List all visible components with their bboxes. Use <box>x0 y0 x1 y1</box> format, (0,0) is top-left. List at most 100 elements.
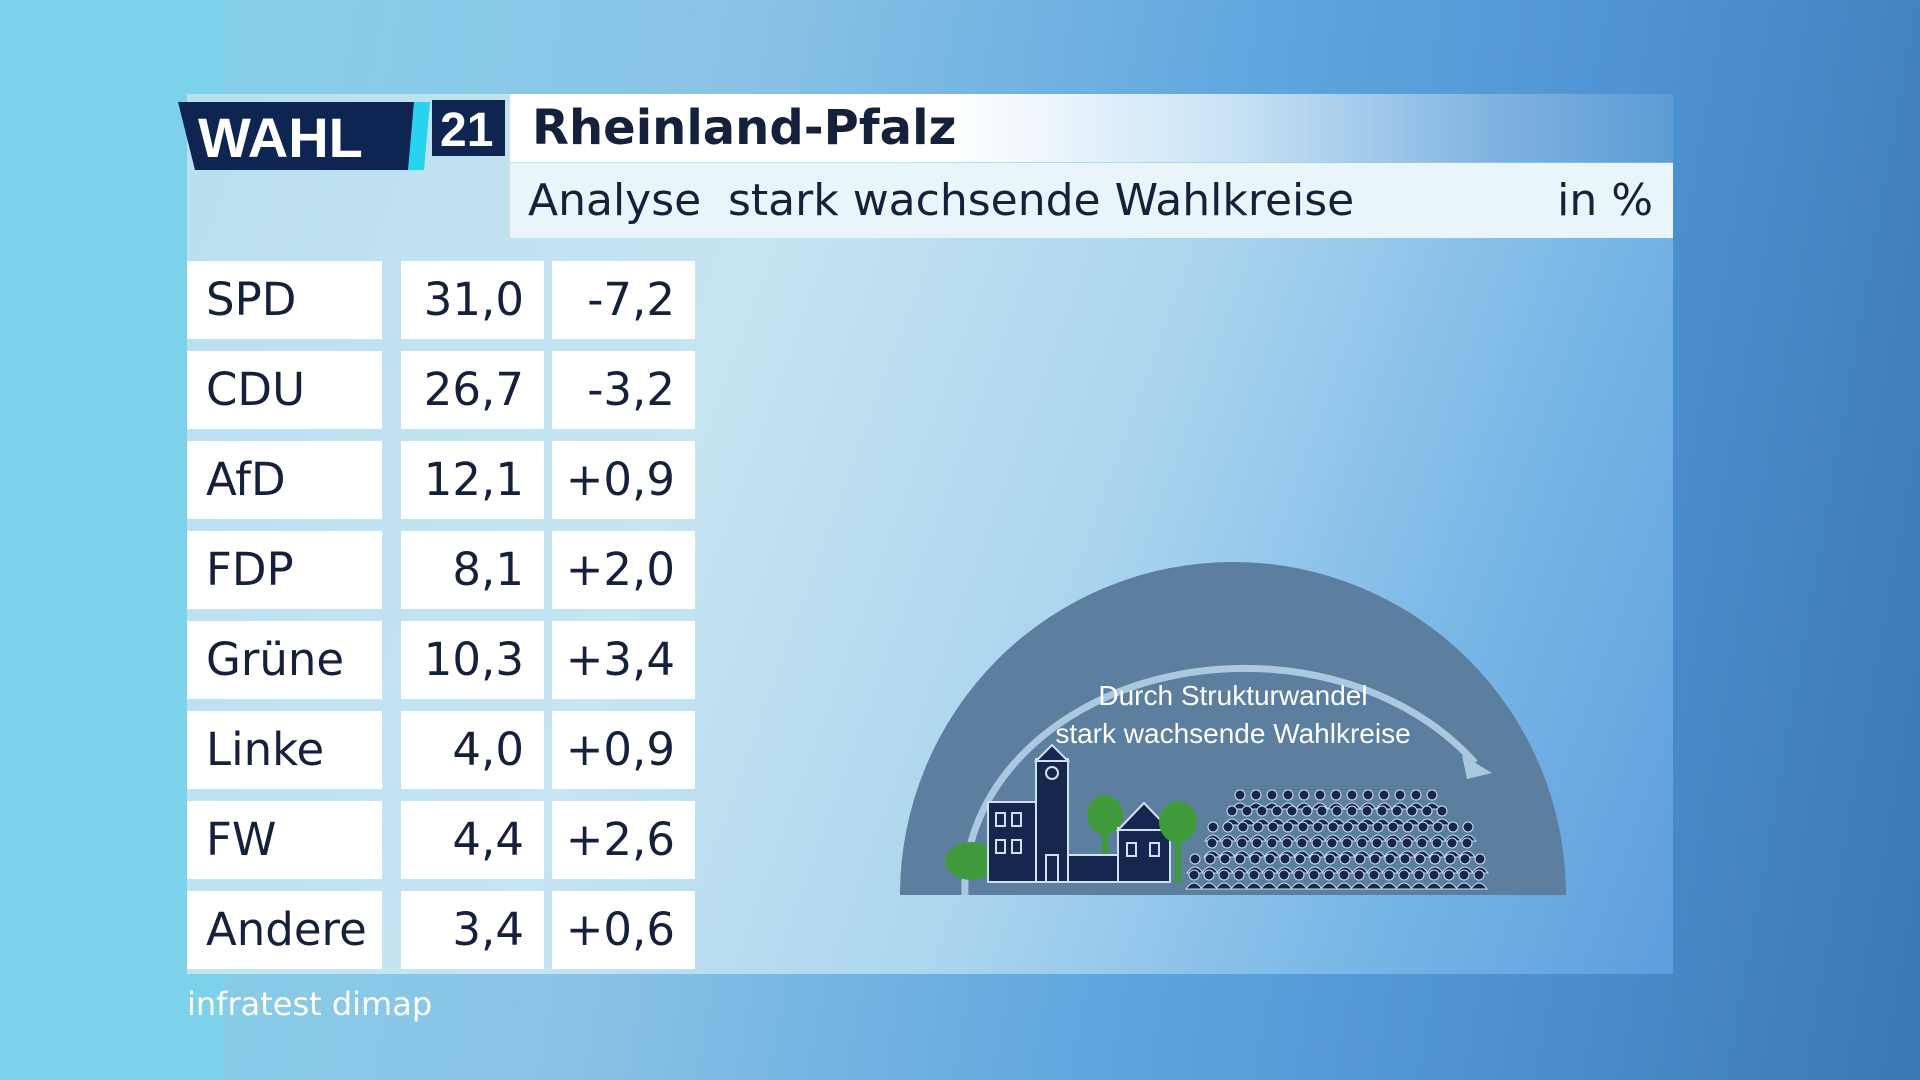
subtitle-bar: Analyse stark wachsende Wahlkreise in % <box>510 163 1673 238</box>
person-icon <box>1384 853 1396 865</box>
person-icon <box>1263 869 1275 881</box>
person-icon <box>1386 837 1398 849</box>
person-icon <box>1413 869 1425 881</box>
party-value: 31,0 <box>401 261 544 339</box>
person-icon <box>1428 869 1440 881</box>
tree-icon <box>1159 801 1197 843</box>
party-diff: +3,4 <box>552 621 695 699</box>
person-icon <box>1368 869 1380 881</box>
person-icon <box>1429 853 1441 865</box>
person-icon <box>1316 805 1328 817</box>
person-icon <box>1346 805 1358 817</box>
person-icon <box>1206 837 1218 849</box>
person-icon <box>1342 821 1354 833</box>
person-icon <box>1473 869 1485 881</box>
person-icon <box>1394 789 1406 801</box>
logo-number: 21 <box>440 104 493 157</box>
person-icon <box>1416 837 1428 849</box>
person-icon <box>1264 853 1276 865</box>
person-icon <box>1372 821 1384 833</box>
person-icon <box>1383 869 1395 881</box>
person-icon <box>1410 789 1422 801</box>
person-icon <box>1222 821 1234 833</box>
party-diff: +0,9 <box>552 711 695 789</box>
person-body-icon <box>1470 882 1488 890</box>
party-name: FW <box>187 801 382 879</box>
logo-cyan-accent <box>408 102 430 170</box>
person-icon <box>1234 853 1246 865</box>
crowd-icon <box>1185 789 1489 890</box>
person-icon <box>1474 853 1486 865</box>
page-title: Rheinland-Pfalz <box>532 100 957 156</box>
person-icon <box>1296 837 1308 849</box>
person-icon <box>1282 821 1294 833</box>
person-icon <box>1399 853 1411 865</box>
person-icon <box>1462 821 1474 833</box>
arrow-head-icon <box>1462 755 1492 779</box>
person-icon <box>1219 853 1231 865</box>
person-icon <box>1362 789 1374 801</box>
person-icon <box>1324 853 1336 865</box>
person-icon <box>1234 789 1246 801</box>
person-icon <box>1330 789 1342 801</box>
person-icon <box>1341 837 1353 849</box>
person-icon <box>1293 869 1305 881</box>
party-diff: +2,0 <box>552 531 695 609</box>
person-icon <box>1398 869 1410 881</box>
person-icon <box>1267 821 1279 833</box>
party-value: 8,1 <box>401 531 544 609</box>
person-icon <box>1298 789 1310 801</box>
party-value: 10,3 <box>401 621 544 699</box>
person-icon <box>1446 837 1458 849</box>
person-icon <box>1376 805 1388 817</box>
illustration-caption-line1: Durch Strukturwandel <box>1098 680 1367 711</box>
party-name: CDU <box>187 351 382 429</box>
person-icon <box>1357 821 1369 833</box>
person-icon <box>1312 821 1324 833</box>
person-icon <box>1286 805 1298 817</box>
wahl21-logo: WAHL 21 <box>178 100 505 170</box>
person-icon <box>1236 837 1248 849</box>
house-icon <box>1117 827 1171 883</box>
party-name: SPD <box>187 261 382 339</box>
person-icon <box>1218 869 1230 881</box>
person-icon <box>1226 805 1238 817</box>
person-icon <box>1266 789 1278 801</box>
tower-icon <box>1035 758 1069 883</box>
party-diff: +0,9 <box>552 441 695 519</box>
person-icon <box>1282 789 1294 801</box>
party-value: 3,4 <box>401 891 544 969</box>
person-icon <box>1271 805 1283 817</box>
person-icon <box>1371 837 1383 849</box>
person-icon <box>1221 837 1233 849</box>
person-icon <box>1459 853 1471 865</box>
party-name: Grüne <box>187 621 382 699</box>
person-icon <box>1354 853 1366 865</box>
person-icon <box>1458 869 1470 881</box>
party-value: 4,0 <box>401 711 544 789</box>
tree-icon <box>1087 795 1123 835</box>
person-icon <box>1207 821 1219 833</box>
person-icon <box>1378 789 1390 801</box>
person-icon <box>1436 805 1448 817</box>
person-icon <box>1309 853 1321 865</box>
person-icon <box>1414 853 1426 865</box>
person-icon <box>1346 789 1358 801</box>
person-icon <box>1204 853 1216 865</box>
party-name: FDP <box>187 531 382 609</box>
person-icon <box>1203 869 1215 881</box>
person-icon <box>1426 789 1438 801</box>
logo-word: WAHL <box>198 106 363 169</box>
person-icon <box>1311 837 1323 849</box>
party-diff: -7,2 <box>552 261 695 339</box>
person-icon <box>1251 837 1263 849</box>
party-diff: -3,2 <box>552 351 695 429</box>
person-icon <box>1369 853 1381 865</box>
party-diff: +2,6 <box>552 801 695 879</box>
illustration-caption-line2: stark wachsende Wahlkreise <box>1055 718 1410 749</box>
title-bar: Rheinland-Pfalz <box>510 94 1673 162</box>
person-icon <box>1361 805 1373 817</box>
person-icon <box>1417 821 1429 833</box>
bush-icon <box>945 842 997 880</box>
person-icon <box>1326 837 1338 849</box>
